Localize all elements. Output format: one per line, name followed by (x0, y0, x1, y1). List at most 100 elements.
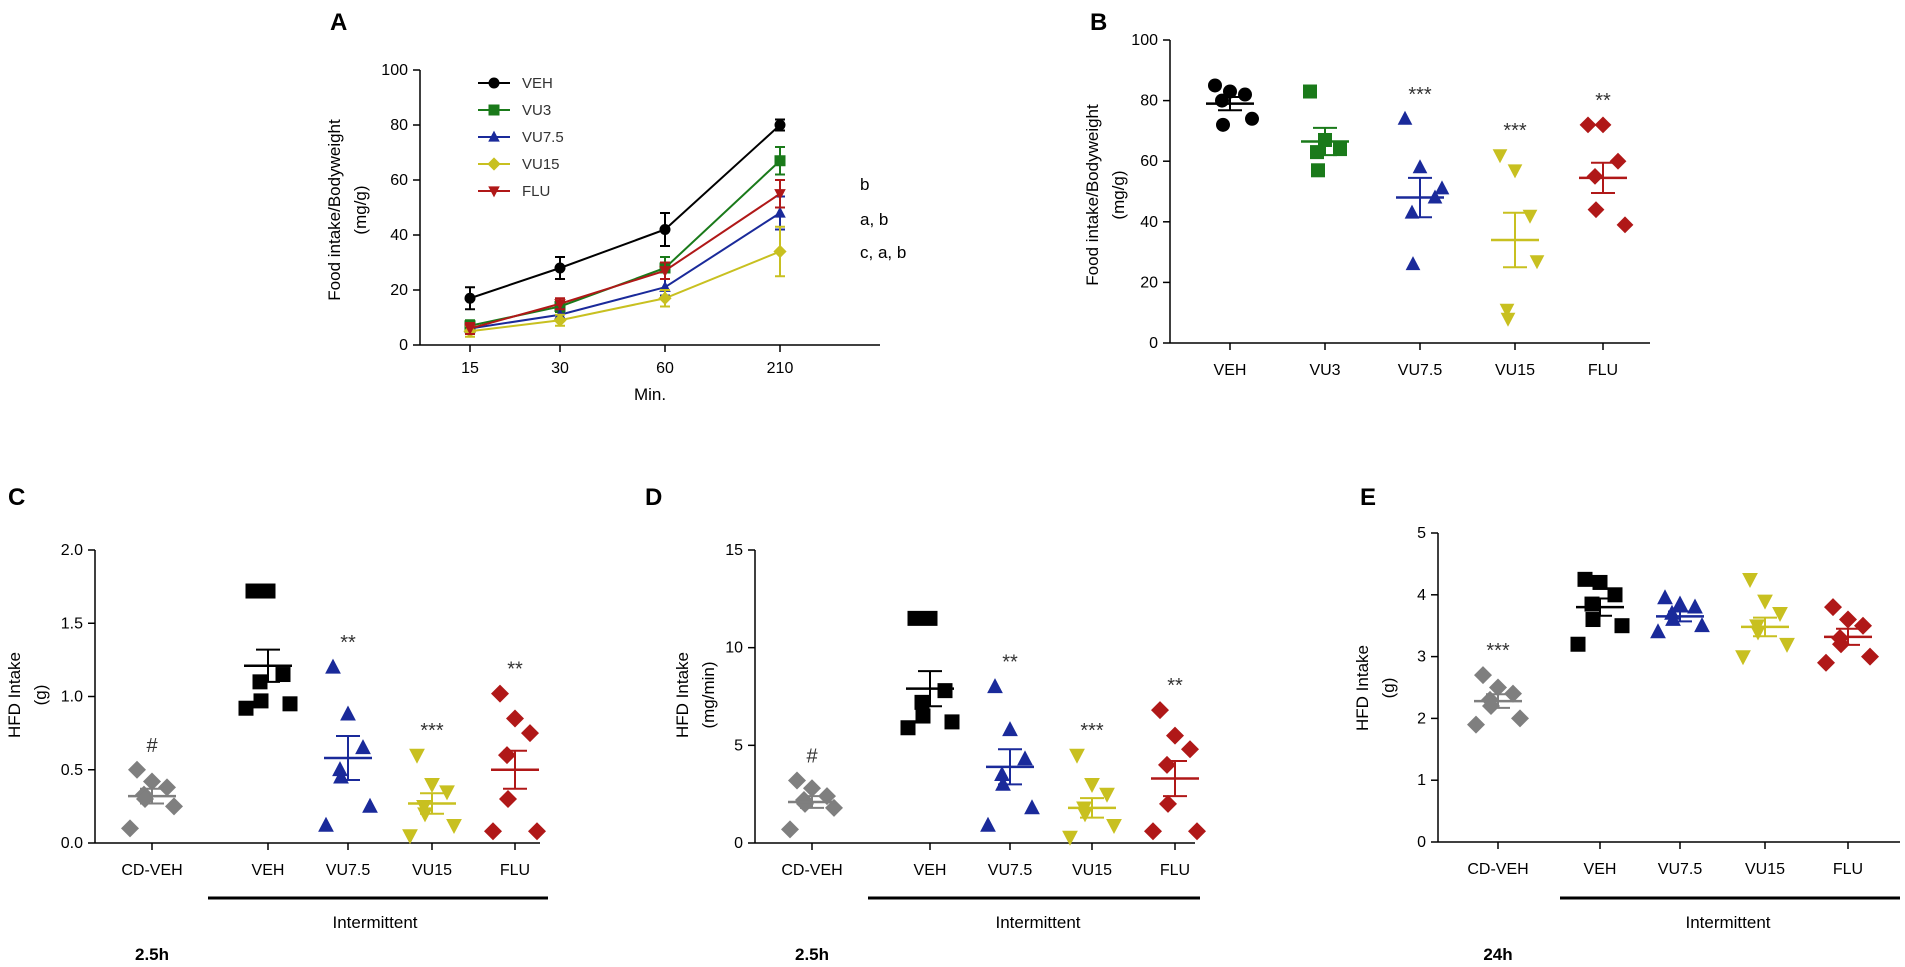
x-ticks: CD-VEH VEH VU7.5 VU15 FLU (781, 843, 1190, 879)
data-point (1616, 216, 1634, 234)
x-tick-label: FLU (1833, 861, 1863, 878)
annotation-vu15: c, a, b (860, 243, 906, 262)
annotation-vu7-5: a, b (860, 210, 888, 229)
y-tick-label: 4 (1417, 587, 1426, 604)
data-point (253, 693, 269, 709)
y-tick-label: 80 (390, 117, 408, 134)
bracket-label: Intermittent (995, 913, 1080, 932)
data-point (1017, 750, 1033, 766)
data-point (521, 724, 539, 743)
data-point (1489, 678, 1507, 697)
series-line (469, 250, 781, 333)
y-ticks: 0 1 2 3 4 5 (1417, 525, 1438, 851)
panel-e: E 0 1 2 3 4 5 CD-VEH VEH VU7.5 VU15 FLU HFD Intak… (1353, 484, 1900, 964)
y-axis-unit: (g) (31, 685, 50, 706)
y-tick-label: 0.0 (61, 835, 83, 852)
y-tick-label: 20 (1140, 274, 1158, 291)
data-point (464, 292, 476, 304)
significance-label: # (806, 745, 818, 767)
period-label: 24h (1483, 945, 1512, 964)
data-point (773, 244, 787, 259)
significance-label: ** (1002, 652, 1018, 674)
data-point (781, 820, 799, 839)
series-line (469, 124, 781, 300)
data-point (980, 816, 996, 832)
scatter-layer: ******** (1206, 78, 1634, 327)
y-axis-unit: (mg/min) (699, 661, 718, 728)
data-point (900, 720, 916, 736)
data-point (1592, 574, 1608, 590)
panel-d: D 0 5 10 15 CD-VEH VEH VU7.5 VU15 FLU HFD Intak… (645, 484, 1206, 964)
x-tick-label: VU7.5 (1398, 362, 1443, 379)
legend-marker (488, 130, 500, 142)
x-tick-label: VU15 (1495, 362, 1535, 379)
data-point (439, 785, 455, 801)
data-point (1404, 204, 1420, 219)
y-tick-label: 15 (725, 542, 743, 559)
panel-b: B 0 20 40 60 80 100 VEH VU3 VU7.5 VU15 FLU Food i… (1083, 9, 1650, 379)
x-tick-label: 15 (461, 360, 479, 377)
y-axis-unit: (mg/g) (351, 185, 370, 234)
data-point (1579, 116, 1597, 134)
panel-label-c: C (8, 484, 25, 511)
y-tick-label: 0.5 (61, 762, 83, 779)
data-point (325, 658, 341, 674)
y-tick-label: 1.0 (61, 689, 83, 706)
data-point (553, 313, 567, 327)
data-point (1861, 647, 1879, 666)
data-point (1397, 110, 1413, 125)
data-point (1405, 256, 1421, 271)
y-tick-label: 2 (1417, 710, 1426, 727)
data-point (355, 739, 371, 755)
data-point (238, 700, 254, 716)
legend-label: VU15 (522, 156, 560, 173)
y-tick-label: 10 (725, 640, 743, 657)
data-point (1099, 787, 1115, 803)
y-tick-label: 0 (1417, 834, 1426, 851)
data-point (1587, 201, 1605, 219)
y-axis-label: Food intake/Bodyweight (325, 119, 344, 301)
data-point (1158, 755, 1176, 774)
series-line (469, 212, 781, 330)
data-point (499, 790, 517, 809)
y-axis-title: HFD Intake (mg/min) (673, 652, 718, 738)
data-point (1002, 721, 1018, 737)
legend-marker (487, 157, 501, 171)
data-point (1223, 84, 1237, 99)
data-point (1854, 616, 1872, 635)
x-tick-label: 30 (551, 360, 569, 377)
data-point (446, 819, 462, 835)
data-point (659, 224, 671, 235)
y-tick-label: 5 (734, 737, 743, 754)
significance-label: ** (1167, 675, 1183, 697)
data-point (424, 778, 440, 794)
series-layer (463, 118, 787, 338)
y-tick-label: 40 (390, 227, 408, 244)
y-ticks: 0 5 10 15 (725, 542, 755, 852)
data-point (1694, 617, 1710, 633)
data-point (1586, 167, 1604, 185)
x-tick-label: CD-VEH (121, 862, 182, 879)
data-point (1650, 623, 1666, 639)
y-tick-label: 0 (1149, 335, 1158, 352)
data-point (1504, 684, 1522, 703)
x-tick-label: VU3 (1309, 362, 1340, 379)
data-point (1742, 572, 1758, 588)
x-tick-label: VU15 (1745, 861, 1785, 878)
y-axis-title: HFD Intake (g) (5, 652, 50, 738)
y-tick-label: 60 (1140, 153, 1158, 170)
data-point (994, 766, 1010, 782)
x-tick-label: VU7.5 (1658, 861, 1703, 878)
data-point (1607, 587, 1623, 603)
y-ticks: 0 20 40 60 80 100 (381, 62, 420, 354)
data-point (1215, 93, 1229, 108)
y-ticks: 0 20 40 60 80 100 (1131, 32, 1170, 352)
data-point (121, 819, 139, 838)
data-point (464, 323, 476, 335)
data-point (340, 705, 356, 721)
x-tick-label: VU7.5 (326, 862, 371, 879)
data-point (658, 291, 672, 305)
data-point (818, 787, 836, 806)
y-tick-label: 80 (1140, 93, 1158, 110)
legend-marker (488, 186, 500, 198)
